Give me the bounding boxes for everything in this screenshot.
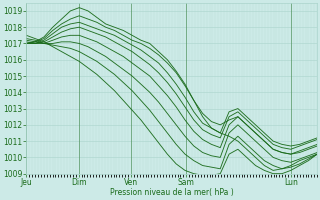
X-axis label: Pression niveau de la mer( hPa ): Pression niveau de la mer( hPa ) [110, 188, 234, 197]
